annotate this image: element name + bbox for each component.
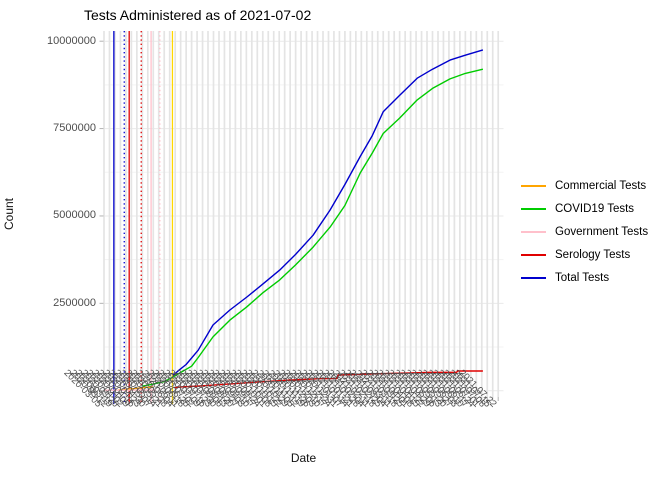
legend-item: Commercial Tests [521,174,648,197]
legend-label: COVID19 Tests [555,202,635,215]
legend-label: Total Tests [555,271,610,284]
y-tick-label: 2500000 [53,296,96,309]
legend-line-swatch [521,184,546,187]
legend-item: Government Tests [521,220,648,243]
y-tick-label: 0 [89,384,96,397]
series-line [142,68,484,387]
legend-label: Commercial Tests [555,179,647,192]
legend-line-swatch [521,230,546,233]
legend-label: Serology Tests [555,248,631,261]
y-tick-label: 7500000 [53,122,96,135]
y-tick-label: 10000000 [47,34,96,47]
legend-item: COVID19 Tests [521,197,648,220]
y-tick-label: 5000000 [53,209,96,222]
legend-item: Total Tests [521,266,648,289]
legend-item: Serology Tests [521,243,648,266]
legend-line-swatch [521,276,546,279]
legend-line-swatch [521,253,546,256]
legend: Commercial Tests COVID19 Tests Government … [521,174,648,289]
legend-line-swatch [521,207,546,210]
legend-label: Government Tests [555,225,649,238]
series-line [174,370,483,389]
chart-title: Tests Administered as of 2021-07-02 [84,7,312,23]
series-line [172,49,484,376]
x-axis-title: Date [290,451,317,465]
